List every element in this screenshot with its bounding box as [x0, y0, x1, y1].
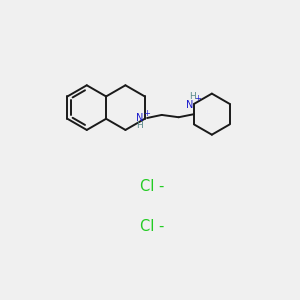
Text: N: N — [186, 100, 193, 110]
Text: H: H — [136, 121, 143, 130]
Text: Cl -: Cl - — [140, 220, 164, 235]
Text: H: H — [189, 92, 196, 101]
Text: +: + — [194, 94, 201, 103]
Text: +: + — [144, 109, 151, 118]
Text: Cl -: Cl - — [140, 178, 164, 194]
Text: N: N — [136, 113, 143, 123]
